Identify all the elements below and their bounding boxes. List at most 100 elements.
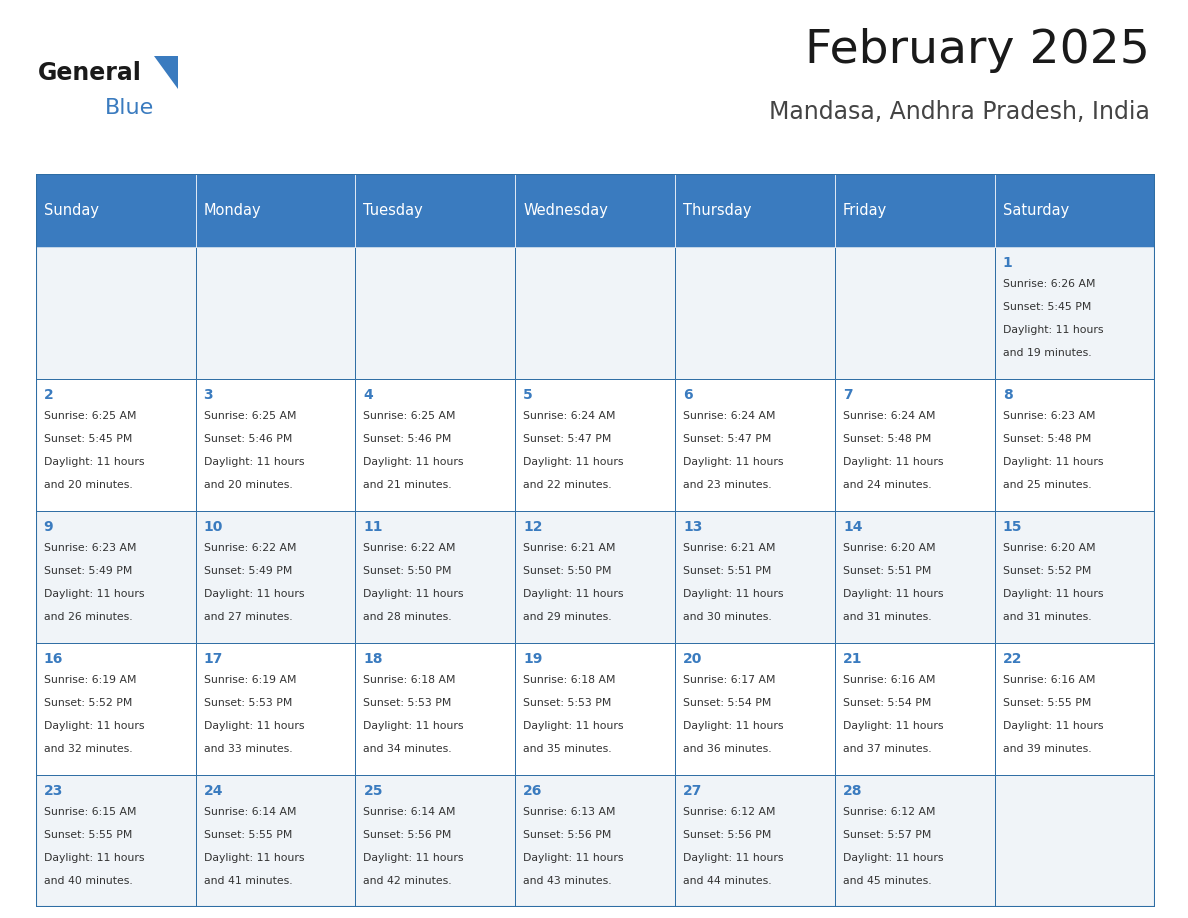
Text: and 23 minutes.: and 23 minutes.	[683, 480, 772, 490]
Text: 15: 15	[1003, 521, 1023, 534]
Bar	[994, 174, 1155, 247]
Text: 5: 5	[523, 388, 533, 402]
Text: Sunrise: 6:24 AM: Sunrise: 6:24 AM	[523, 410, 615, 420]
Text: and 28 minutes.: and 28 minutes.	[364, 612, 451, 622]
Text: 18: 18	[364, 652, 383, 666]
Bar	[355, 379, 516, 511]
Text: Sunset: 5:53 PM: Sunset: 5:53 PM	[364, 698, 451, 708]
Bar	[675, 379, 835, 511]
Text: Daylight: 11 hours: Daylight: 11 hours	[683, 853, 784, 863]
Bar	[675, 511, 835, 643]
Text: 6: 6	[683, 388, 693, 402]
Text: Sunrise: 6:12 AM: Sunrise: 6:12 AM	[843, 807, 935, 817]
Text: Sunset: 5:55 PM: Sunset: 5:55 PM	[44, 830, 132, 840]
Text: and 41 minutes.: and 41 minutes.	[203, 876, 292, 886]
Text: Daylight: 11 hours: Daylight: 11 hours	[523, 457, 624, 467]
Bar	[516, 643, 675, 775]
Text: 25: 25	[364, 784, 383, 799]
Text: Daylight: 11 hours: Daylight: 11 hours	[44, 588, 144, 599]
Text: Sunrise: 6:25 AM: Sunrise: 6:25 AM	[44, 410, 137, 420]
Text: Daylight: 11 hours: Daylight: 11 hours	[523, 853, 624, 863]
Text: Sunset: 5:45 PM: Sunset: 5:45 PM	[1003, 302, 1092, 312]
Bar	[355, 511, 516, 643]
Text: 17: 17	[203, 652, 223, 666]
Text: Sunset: 5:49 PM: Sunset: 5:49 PM	[203, 565, 292, 576]
Text: Sunset: 5:45 PM: Sunset: 5:45 PM	[44, 434, 132, 443]
Text: Sunset: 5:49 PM: Sunset: 5:49 PM	[44, 565, 132, 576]
Text: Sunrise: 6:18 AM: Sunrise: 6:18 AM	[364, 675, 456, 685]
Text: and 20 minutes.: and 20 minutes.	[203, 480, 292, 490]
Text: Sunrise: 6:20 AM: Sunrise: 6:20 AM	[843, 543, 936, 553]
Text: Sunrise: 6:25 AM: Sunrise: 6:25 AM	[364, 410, 456, 420]
Text: Sunrise: 6:18 AM: Sunrise: 6:18 AM	[523, 675, 615, 685]
Text: Sunset: 5:52 PM: Sunset: 5:52 PM	[1003, 565, 1092, 576]
Bar	[196, 174, 355, 247]
Text: 27: 27	[683, 784, 702, 799]
Text: Saturday: Saturday	[1003, 203, 1069, 218]
Bar	[835, 174, 994, 247]
Text: General: General	[38, 62, 141, 85]
Text: Sunrise: 6:21 AM: Sunrise: 6:21 AM	[683, 543, 776, 553]
Text: Sunset: 5:47 PM: Sunset: 5:47 PM	[523, 434, 612, 443]
Text: 28: 28	[843, 784, 862, 799]
Text: Sunrise: 6:14 AM: Sunrise: 6:14 AM	[364, 807, 456, 817]
Text: Daylight: 11 hours: Daylight: 11 hours	[843, 588, 943, 599]
Text: Daylight: 11 hours: Daylight: 11 hours	[523, 588, 624, 599]
Bar	[196, 247, 355, 379]
Text: Sunrise: 6:17 AM: Sunrise: 6:17 AM	[683, 675, 776, 685]
Text: and 35 minutes.: and 35 minutes.	[523, 744, 612, 754]
Text: Daylight: 11 hours: Daylight: 11 hours	[44, 853, 144, 863]
Text: 10: 10	[203, 521, 223, 534]
Text: and 36 minutes.: and 36 minutes.	[683, 744, 772, 754]
Text: and 32 minutes.: and 32 minutes.	[44, 744, 132, 754]
Text: Sunset: 5:55 PM: Sunset: 5:55 PM	[1003, 698, 1092, 708]
Bar	[36, 511, 196, 643]
Text: 11: 11	[364, 521, 383, 534]
Text: Sunrise: 6:19 AM: Sunrise: 6:19 AM	[203, 675, 296, 685]
Text: Sunrise: 6:14 AM: Sunrise: 6:14 AM	[203, 807, 296, 817]
Text: 14: 14	[843, 521, 862, 534]
Text: Sunset: 5:57 PM: Sunset: 5:57 PM	[843, 830, 931, 840]
Text: and 31 minutes.: and 31 minutes.	[843, 612, 931, 622]
Text: and 26 minutes.: and 26 minutes.	[44, 612, 132, 622]
Bar	[994, 643, 1155, 775]
Text: Daylight: 11 hours: Daylight: 11 hours	[1003, 588, 1104, 599]
Text: 8: 8	[1003, 388, 1012, 402]
Text: Daylight: 11 hours: Daylight: 11 hours	[364, 457, 463, 467]
Bar	[516, 511, 675, 643]
Text: Sunset: 5:48 PM: Sunset: 5:48 PM	[1003, 434, 1092, 443]
Text: Daylight: 11 hours: Daylight: 11 hours	[1003, 721, 1104, 731]
Bar	[516, 379, 675, 511]
Text: Sunset: 5:50 PM: Sunset: 5:50 PM	[364, 565, 451, 576]
Bar	[36, 643, 196, 775]
Text: and 19 minutes.: and 19 minutes.	[1003, 348, 1092, 358]
Text: Daylight: 11 hours: Daylight: 11 hours	[364, 588, 463, 599]
Text: Sunrise: 6:13 AM: Sunrise: 6:13 AM	[523, 807, 615, 817]
Text: 1: 1	[1003, 256, 1012, 270]
Text: and 24 minutes.: and 24 minutes.	[843, 480, 931, 490]
Text: Sunrise: 6:15 AM: Sunrise: 6:15 AM	[44, 807, 137, 817]
Text: 22: 22	[1003, 652, 1023, 666]
Text: and 44 minutes.: and 44 minutes.	[683, 876, 772, 886]
Text: Sunset: 5:48 PM: Sunset: 5:48 PM	[843, 434, 931, 443]
Text: February 2025: February 2025	[805, 28, 1150, 73]
Text: Daylight: 11 hours: Daylight: 11 hours	[44, 457, 144, 467]
Text: Sunrise: 6:24 AM: Sunrise: 6:24 AM	[843, 410, 935, 420]
Bar	[675, 247, 835, 379]
Bar	[516, 247, 675, 379]
Text: and 21 minutes.: and 21 minutes.	[364, 480, 451, 490]
Text: Sunrise: 6:22 AM: Sunrise: 6:22 AM	[203, 543, 296, 553]
Text: Sunset: 5:56 PM: Sunset: 5:56 PM	[364, 830, 451, 840]
Bar	[196, 775, 355, 907]
Bar	[835, 247, 994, 379]
Text: and 31 minutes.: and 31 minutes.	[1003, 612, 1092, 622]
Text: and 45 minutes.: and 45 minutes.	[843, 876, 931, 886]
Bar	[516, 174, 675, 247]
Text: Sunset: 5:53 PM: Sunset: 5:53 PM	[523, 698, 612, 708]
Bar	[36, 247, 196, 379]
Text: Daylight: 11 hours: Daylight: 11 hours	[843, 853, 943, 863]
Text: Daylight: 11 hours: Daylight: 11 hours	[683, 588, 784, 599]
Text: and 39 minutes.: and 39 minutes.	[1003, 744, 1092, 754]
Text: 19: 19	[523, 652, 543, 666]
Bar	[675, 174, 835, 247]
